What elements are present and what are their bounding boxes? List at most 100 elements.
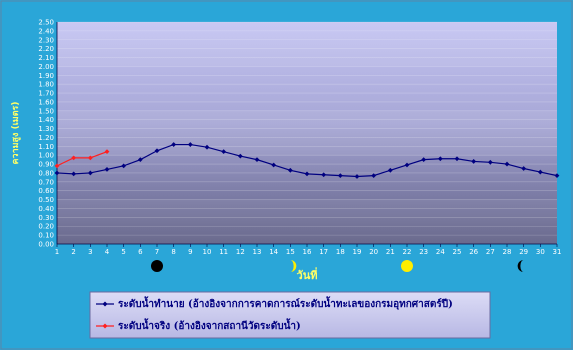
legend-label-predicted: ระดับน้ำทำนาย (อ้างอิงจากการคาดการณ์ระดั… — [118, 296, 453, 310]
data-point-predicted — [237, 153, 243, 159]
first-quarter-icon — [290, 260, 297, 272]
y-tick-label: 1.90 — [38, 72, 54, 80]
y-tick-label: 2.50 — [38, 19, 54, 27]
x-tick-label: 14 — [269, 248, 278, 256]
moon-phase-row — [151, 260, 524, 272]
x-tick-label: 20 — [369, 248, 378, 256]
plot-band — [57, 199, 557, 244]
x-axis-title: วันที่ — [297, 267, 318, 282]
y-tick-label: 0.20 — [38, 223, 54, 231]
data-point-predicted — [537, 169, 543, 175]
plot-area — [57, 22, 557, 244]
x-tick-label: 31 — [553, 248, 562, 256]
data-point-predicted — [404, 162, 410, 168]
y-tick-labels: 0.000.100.200.300.400.500.600.700.800.90… — [38, 19, 54, 249]
legend-label-actual: ระดับน้ำจริง (อ้างอิงจากสถานีวัดระดับน้ำ… — [118, 318, 301, 332]
x-tick-label: 29 — [519, 248, 528, 256]
y-tick-label: 2.00 — [38, 63, 54, 71]
x-tick-label: 9 — [188, 248, 192, 256]
x-tick-label: 17 — [319, 248, 328, 256]
data-point-actual — [71, 155, 77, 161]
data-point-predicted — [554, 173, 560, 179]
data-point-predicted — [221, 149, 227, 155]
legend-entry-predicted: ระดับน้ำทำนาย (อ้างอิงจากการคาดการณ์ระดั… — [96, 296, 453, 310]
legend-marker-actual — [102, 323, 108, 329]
x-tick-label: 21 — [386, 248, 395, 256]
x-tick-label: 19 — [353, 248, 362, 256]
x-tick-label: 30 — [536, 248, 545, 256]
y-tick-label: 0.00 — [38, 241, 54, 249]
y-tick-label: 1.50 — [38, 107, 54, 115]
y-tick-label: 1.60 — [38, 98, 54, 106]
data-point-predicted — [354, 174, 360, 179]
data-point-predicted — [454, 156, 460, 162]
x-tick-label: 24 — [436, 248, 445, 256]
y-tick-label: 1.20 — [38, 134, 54, 142]
data-point-predicted — [287, 167, 293, 173]
x-tick-label: 13 — [253, 248, 262, 256]
x-tick-label: 2 — [71, 248, 75, 256]
data-point-predicted — [304, 171, 310, 177]
y-tick-label: 2.30 — [38, 36, 54, 44]
data-point-predicted — [421, 157, 427, 163]
series-layer — [54, 142, 560, 179]
data-point-predicted — [371, 173, 377, 179]
legend-marker-predicted — [102, 301, 108, 307]
x-tick-label: 26 — [469, 248, 478, 256]
y-tick-label: 1.40 — [38, 116, 54, 124]
x-tick-label: 3 — [88, 248, 92, 256]
y-tick-label: 0.80 — [38, 169, 54, 177]
data-point-predicted — [337, 173, 343, 179]
x-tick-label: 12 — [236, 248, 245, 256]
full-moon-icon — [401, 260, 413, 272]
data-point-predicted — [321, 172, 327, 178]
plot-band — [57, 110, 557, 156]
data-point-actual — [87, 155, 93, 161]
y-tick-label: 0.30 — [38, 214, 54, 222]
x-tick-label: 23 — [419, 248, 428, 256]
data-point-predicted — [254, 157, 260, 163]
legend-entry-actual: ระดับน้ำจริง (อ้างอิงจากสถานีวัดระดับน้ำ… — [96, 318, 301, 332]
data-point-predicted — [504, 161, 510, 167]
y-tick-label: 0.10 — [38, 232, 54, 240]
data-point-predicted — [154, 148, 160, 154]
y-axis-title: ความสูง (เมตร) — [11, 102, 21, 165]
data-point-predicted — [437, 156, 443, 162]
data-point-actual — [54, 163, 60, 169]
x-tick-label: 11 — [219, 248, 228, 256]
x-tick-label: 28 — [503, 248, 512, 256]
data-point-predicted — [54, 170, 60, 176]
y-tick-label: 0.60 — [38, 187, 54, 195]
y-tick-label: 2.20 — [38, 45, 54, 53]
y-tick-label: 1.80 — [38, 81, 54, 89]
data-point-predicted — [187, 142, 193, 147]
x-tick-label: 25 — [453, 248, 462, 256]
data-point-predicted — [521, 166, 527, 171]
data-point-predicted — [137, 157, 143, 163]
x-tick-label: 1 — [55, 248, 59, 256]
data-point-predicted — [471, 159, 477, 164]
y-tick-label: 0.70 — [38, 178, 54, 186]
x-tick-labels: 1 2 3 4 5 6 7 8 9 10 11 12 13 14 15 16 17 18 19 20 21 22 23 24 2… — [55, 244, 562, 256]
data-point-predicted — [87, 170, 93, 176]
last-quarter-icon — [517, 260, 524, 272]
x-tick-label: 4 — [105, 248, 110, 256]
data-point-predicted — [487, 159, 493, 165]
y-tick-label: 0.40 — [38, 205, 54, 213]
data-point-predicted — [271, 162, 277, 168]
data-point-predicted — [204, 144, 210, 150]
x-tick-label: 8 — [171, 248, 175, 256]
x-tick-label: 6 — [138, 248, 143, 256]
x-tick-label: 10 — [203, 248, 212, 256]
series-line-actual — [56, 151, 108, 167]
x-tick-label: 16 — [303, 248, 312, 256]
y-tick-label: 1.00 — [38, 152, 54, 160]
data-point-predicted — [71, 171, 77, 177]
x-tick-label: 15 — [286, 248, 295, 256]
y-tick-label: 2.10 — [38, 54, 54, 62]
data-point-predicted — [171, 142, 177, 147]
x-tick-label: 7 — [155, 248, 159, 256]
x-tick-label: 18 — [336, 248, 345, 256]
